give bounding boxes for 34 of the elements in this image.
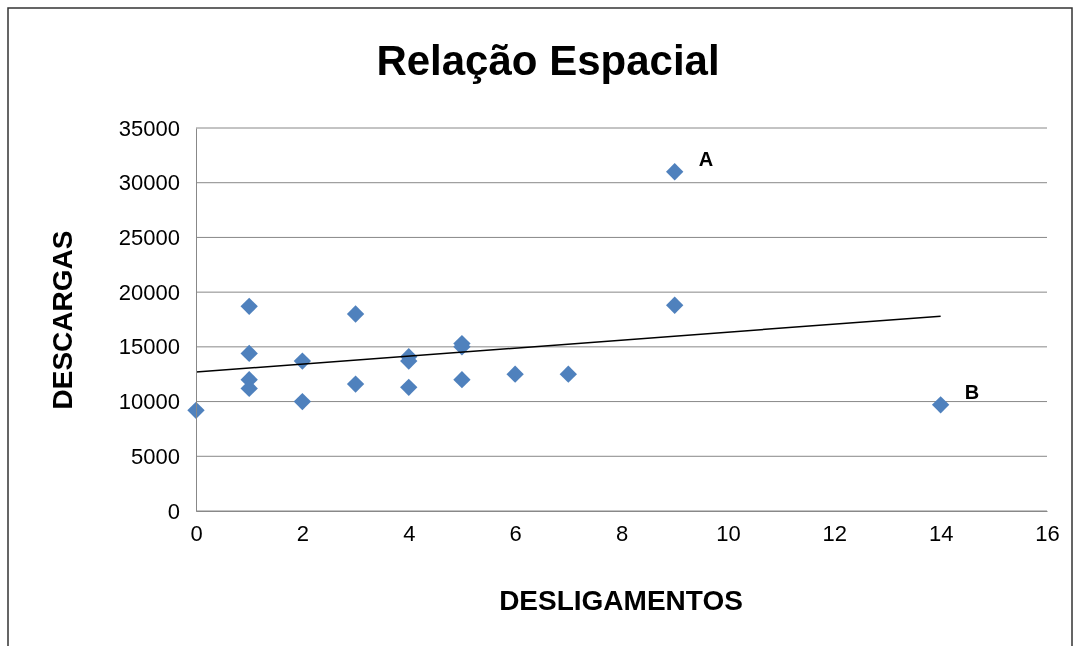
- point: [240, 297, 258, 316]
- point: [293, 392, 312, 411]
- x-tick-label: 4: [403, 520, 416, 546]
- y-tick-label: 5000: [131, 443, 180, 469]
- chart-title: Relação Espacial: [376, 37, 720, 84]
- x-axis-title: DESLIGAMENTOS: [499, 585, 743, 616]
- point: [346, 375, 365, 393]
- x-tick-label: 8: [615, 520, 629, 546]
- point: [666, 163, 684, 181]
- y-axis-title: DESCARGAS: [47, 230, 78, 410]
- annotation: A: [698, 147, 714, 170]
- y-tick-label: 35000: [118, 115, 180, 141]
- point: [559, 365, 577, 383]
- x-tick-label: 2: [296, 520, 309, 546]
- point: [240, 344, 258, 363]
- x-tick-label: 12: [822, 520, 847, 546]
- point: [400, 378, 418, 396]
- y-tick-label: 0: [167, 498, 180, 524]
- point: [346, 305, 365, 323]
- x-tick-label: 0: [190, 520, 203, 546]
- y-tick-label: 30000: [118, 170, 180, 196]
- y-tick-label: 15000: [118, 334, 180, 360]
- y-tick-label: 20000: [118, 279, 180, 305]
- point: [453, 371, 471, 389]
- point: [931, 396, 950, 414]
- x-tick-label: 6: [509, 520, 522, 546]
- y-tick-label: 25000: [118, 224, 180, 250]
- point: [506, 365, 524, 383]
- y-tick-label: 10000: [118, 389, 180, 415]
- point: [666, 296, 684, 314]
- x-tick-label: 10: [716, 520, 741, 546]
- x-tick-label: 14: [928, 520, 954, 546]
- x-tick-label: 16: [1035, 520, 1060, 546]
- annotation: B: [964, 380, 980, 403]
